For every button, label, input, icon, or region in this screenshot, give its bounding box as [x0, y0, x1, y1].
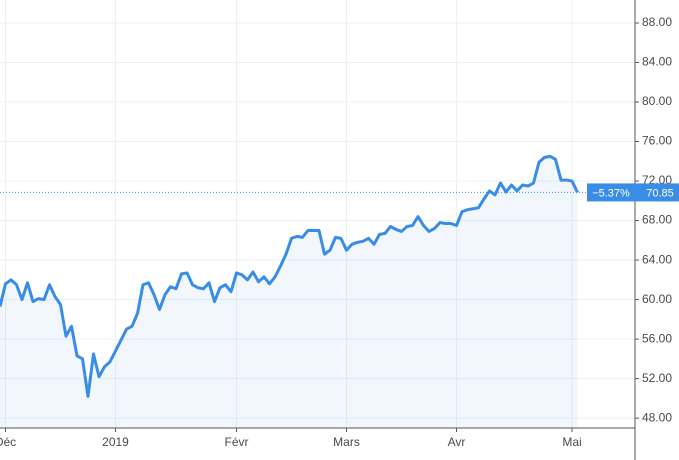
y-tick-label: 80.00	[642, 94, 672, 108]
y-tick-label: 48.00	[642, 410, 672, 424]
y-tick-label: 68.00	[642, 213, 672, 227]
y-tick-label: 84.00	[642, 55, 672, 69]
last-value-badge	[587, 183, 679, 202]
last-value-label: 70.85	[646, 187, 674, 199]
x-tick-label: Févr	[225, 435, 249, 449]
line	[0, 154, 579, 398]
y-tick-label: 88.00	[642, 15, 672, 29]
y-tick-label: 60.00	[642, 292, 672, 306]
x-tick-label: Déc	[0, 435, 16, 449]
x-tick-label: Mars	[333, 435, 360, 449]
y-tick-label: 64.00	[642, 252, 672, 266]
x-tick-label: 2019	[102, 435, 129, 449]
change-label: −5.37%	[592, 187, 630, 199]
x-tick-label: Mai	[562, 435, 581, 449]
y-tick-label: 76.00	[642, 134, 672, 148]
area	[0, 156, 578, 429]
y-tick-label: 56.00	[642, 331, 672, 345]
y-tick-label: 52.00	[642, 371, 672, 385]
x-tick-label: Avr	[448, 435, 466, 449]
